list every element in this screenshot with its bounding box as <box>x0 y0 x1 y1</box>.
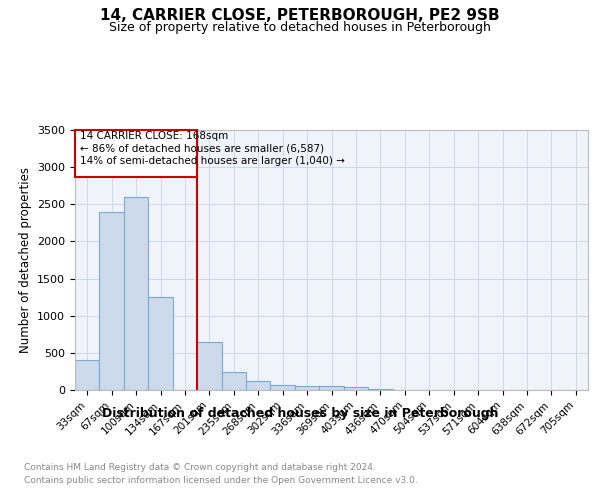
Bar <box>197 342 221 390</box>
Bar <box>148 297 173 390</box>
Text: 14 CARRIER CLOSE: 168sqm: 14 CARRIER CLOSE: 168sqm <box>80 132 228 141</box>
Bar <box>75 360 100 390</box>
Text: 14, CARRIER CLOSE, PETERBOROUGH, PE2 9SB: 14, CARRIER CLOSE, PETERBOROUGH, PE2 9SB <box>100 8 500 22</box>
Bar <box>271 385 295 390</box>
Text: ← 86% of detached houses are smaller (6,587): ← 86% of detached houses are smaller (6,… <box>80 144 324 154</box>
Bar <box>124 197 148 390</box>
Text: 14% of semi-detached houses are larger (1,040) →: 14% of semi-detached houses are larger (… <box>80 156 345 166</box>
Bar <box>246 381 271 390</box>
Y-axis label: Number of detached properties: Number of detached properties <box>19 167 32 353</box>
FancyBboxPatch shape <box>75 130 197 177</box>
Bar <box>319 386 344 390</box>
Text: Size of property relative to detached houses in Peterborough: Size of property relative to detached ho… <box>109 21 491 34</box>
Text: Distribution of detached houses by size in Peterborough: Distribution of detached houses by size … <box>102 408 498 420</box>
Text: Contains public sector information licensed under the Open Government Licence v3: Contains public sector information licen… <box>24 476 418 485</box>
Bar <box>295 386 319 390</box>
Bar <box>221 372 246 390</box>
Bar <box>344 387 368 390</box>
Bar <box>100 212 124 390</box>
Text: Contains HM Land Registry data © Crown copyright and database right 2024.: Contains HM Land Registry data © Crown c… <box>24 462 376 471</box>
